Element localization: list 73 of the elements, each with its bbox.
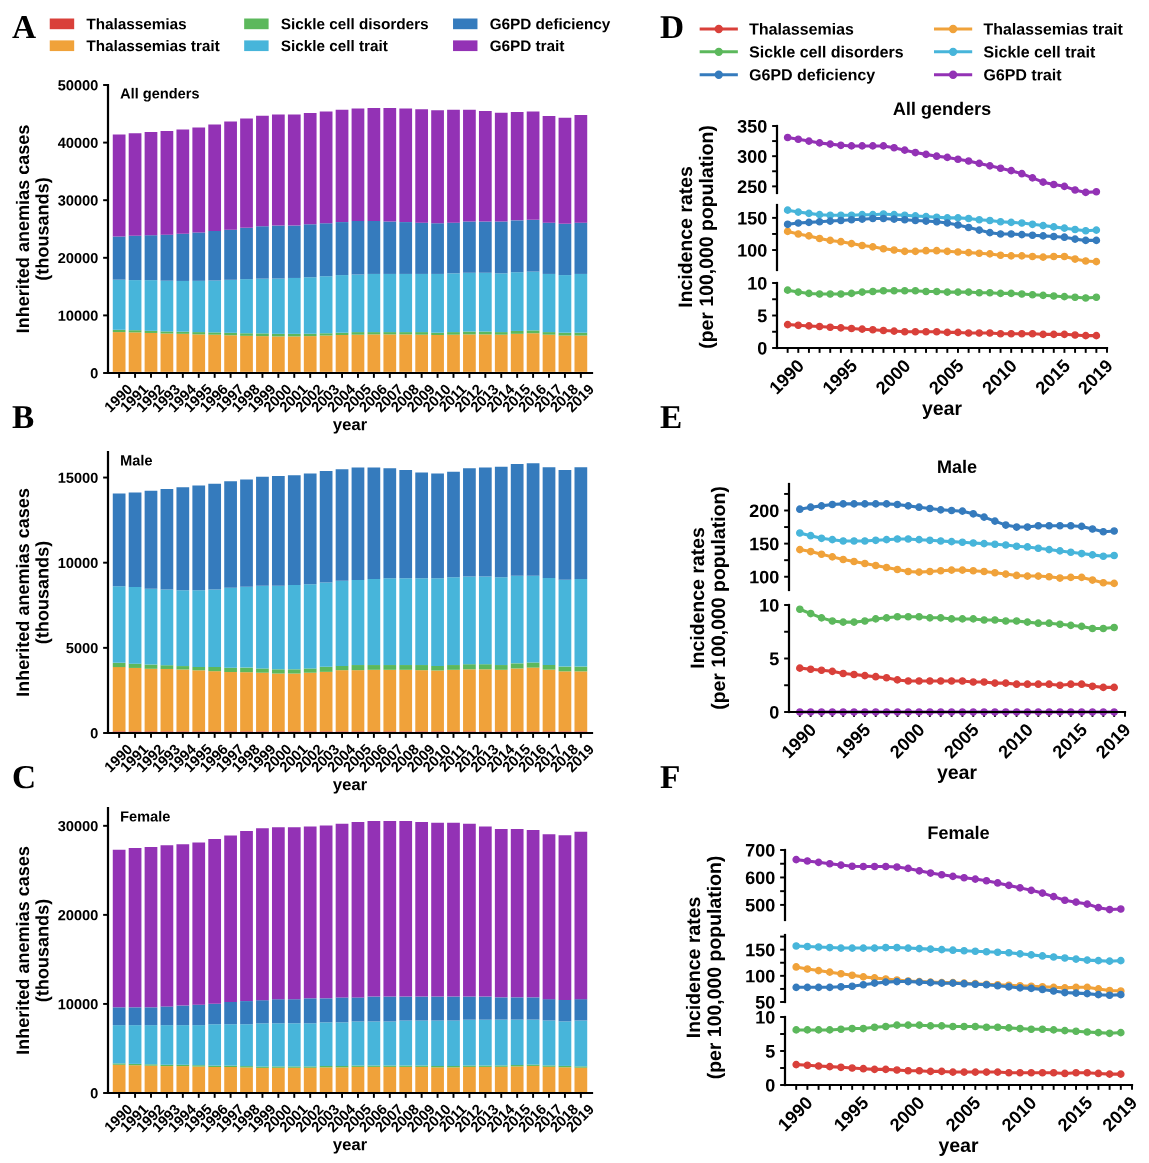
- y-tick-label: 150: [738, 211, 767, 225]
- legend-label: Thalassemias trait: [983, 22, 1123, 35]
- x-axis-title: year: [332, 421, 367, 434]
- legend-label: Sickle cell disorders: [281, 18, 428, 30]
- annotation: All genders: [120, 87, 199, 102]
- legend-label: Sickle cell trait: [281, 40, 388, 52]
- y-tick-label: 600: [745, 871, 775, 885]
- y-tick-label: 0: [90, 1088, 98, 1099]
- x-axis-title: year: [938, 1141, 979, 1156]
- y-tick-label: 500: [745, 898, 775, 912]
- y-tick-label: 10: [756, 1010, 775, 1024]
- text: A: [12, 16, 36, 39]
- y-tick-label: 5: [757, 309, 767, 323]
- legend-label: Sickle cell disorders: [749, 45, 903, 58]
- x-axis-title: year: [332, 1141, 367, 1154]
- legend-label: Thalassemias trait: [86, 40, 220, 52]
- x-axis-title: year: [937, 768, 977, 783]
- y-tick-label: 5000: [66, 642, 98, 654]
- y-tick-label: 100: [750, 570, 779, 584]
- y-axis-title: Incidence rates (per 100,000 population): [689, 487, 729, 709]
- y-tick-label: 5: [769, 652, 779, 666]
- text: D: [660, 16, 683, 39]
- text: C: [13, 765, 34, 789]
- chart-title: All genders: [893, 101, 991, 119]
- y-tick-label: 15000: [58, 472, 98, 483]
- legend-label: G6PD trait: [984, 68, 1062, 81]
- y-tick-label: 20000: [58, 252, 98, 264]
- annotation: Male: [121, 454, 153, 466]
- text: B: [12, 406, 34, 429]
- x-axis-title: year: [332, 781, 367, 794]
- y-axis-title: Inherited anemias cases (thousands): [15, 125, 53, 333]
- legend-label: G6PD deficiency: [749, 68, 876, 84]
- y-tick-label: 40000: [57, 137, 98, 149]
- y-tick-label: 50: [755, 995, 775, 1009]
- legend-label: G6PD deficiency: [490, 18, 611, 33]
- text: E: [660, 406, 681, 429]
- y-tick-label: 30000: [58, 820, 98, 832]
- legend-label: Thalassemias: [86, 18, 186, 30]
- y-tick-label: 10: [760, 598, 779, 612]
- y-tick-label: 350: [737, 119, 767, 133]
- y-axis-title: Incidence rates (per 100,000 population): [685, 856, 725, 1079]
- y-tick-label: 0: [757, 341, 767, 355]
- y-tick-label: 0: [90, 368, 98, 379]
- y-tick-label: 0: [765, 1078, 775, 1092]
- text: F: [660, 766, 679, 789]
- chart-title: Female: [928, 825, 989, 840]
- y-tick-label: 100: [746, 969, 775, 983]
- annotation: Female: [121, 810, 170, 822]
- y-axis-title: Inherited anemias cases (thousands): [15, 488, 53, 696]
- y-tick-label: 700: [745, 843, 775, 857]
- x-axis-title: year: [922, 404, 962, 419]
- y-tick-label: 5: [765, 1045, 775, 1058]
- legend-label: Thalassemias: [749, 22, 854, 35]
- y-tick-label: 10000: [58, 999, 98, 1010]
- legend-label: Sickle cell trait: [983, 45, 1096, 58]
- chart-title: Male: [938, 459, 977, 474]
- y-tick-label: 0: [769, 705, 779, 719]
- y-tick-label: 200: [749, 504, 779, 518]
- y-tick-label: 50000: [58, 80, 98, 91]
- y-tick-label: 10000: [58, 557, 98, 569]
- y-tick-label: 0: [90, 728, 98, 739]
- y-tick-label: 100: [738, 243, 767, 257]
- y-tick-label: 10000: [58, 310, 98, 321]
- y-tick-label: 300: [737, 150, 767, 163]
- y-tick-label: 30000: [58, 195, 98, 206]
- y-tick-label: 10: [748, 276, 767, 290]
- y-tick-label: 20000: [58, 909, 98, 921]
- y-tick-label: 150: [746, 943, 775, 957]
- y-axis-title: Inherited anemias cases (thousands): [15, 846, 53, 1054]
- y-axis-title: Incidence rates (per 100,000 population): [677, 126, 717, 348]
- y-tick-label: 250: [737, 180, 767, 194]
- y-tick-label: 150: [750, 537, 779, 551]
- legend-label: G6PD trait: [490, 40, 565, 52]
